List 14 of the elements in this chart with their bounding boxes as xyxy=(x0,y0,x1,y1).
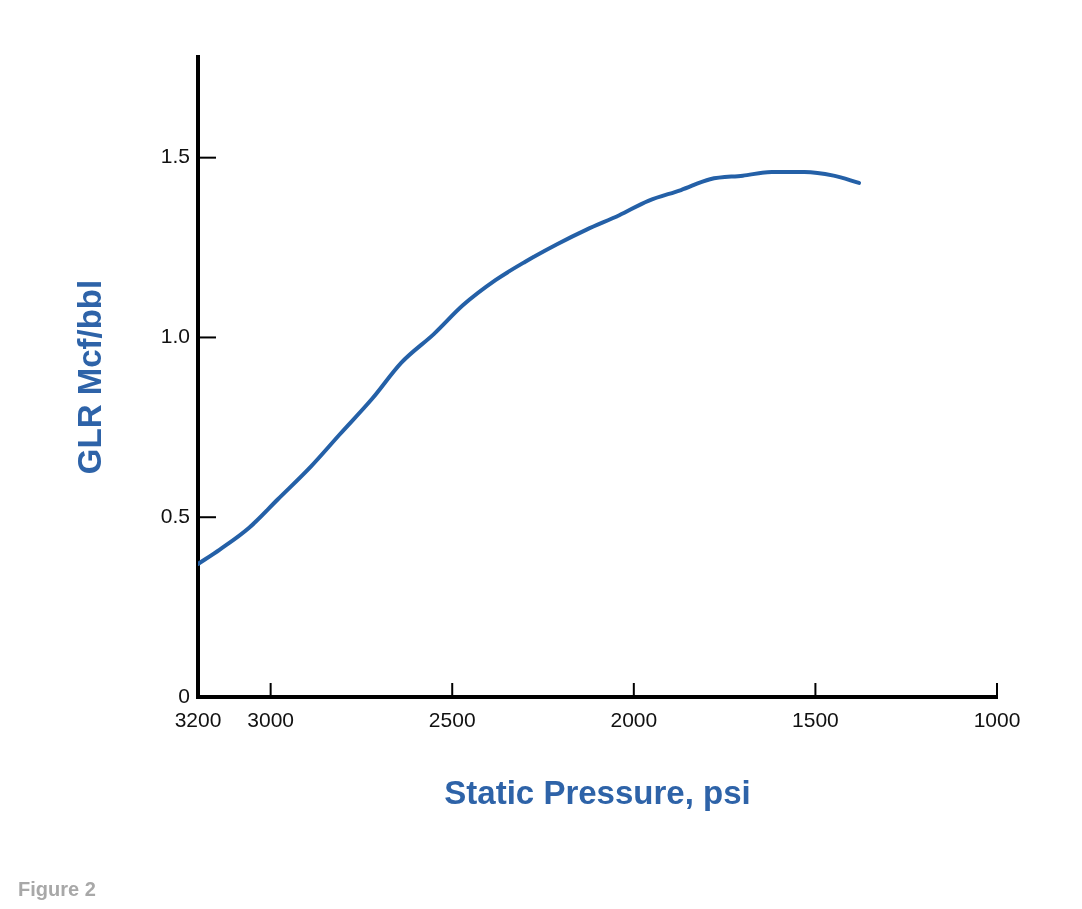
y-tick-label: 0 xyxy=(178,683,190,707)
x-tick-label: 3200 xyxy=(174,708,222,732)
caption: Figure 2 xyxy=(18,878,96,900)
line-series xyxy=(198,170,861,566)
x-axis-title: Static Pressure, psi xyxy=(444,774,751,812)
x-tick-label: 3000 xyxy=(247,708,294,732)
x-tick-label: 1500 xyxy=(792,708,839,732)
y-tick-label: 1.0 xyxy=(160,324,190,348)
x-tick-label: 2500 xyxy=(428,708,476,732)
x-tick-label: 2000 xyxy=(610,708,658,732)
y-tick-label: 1.5 xyxy=(160,144,190,168)
x-tick-label: 1000 xyxy=(973,708,1021,732)
y-tick-label: 0.5 xyxy=(160,504,190,528)
y-axis-title: GLR Mcf/bbl xyxy=(70,279,108,475)
